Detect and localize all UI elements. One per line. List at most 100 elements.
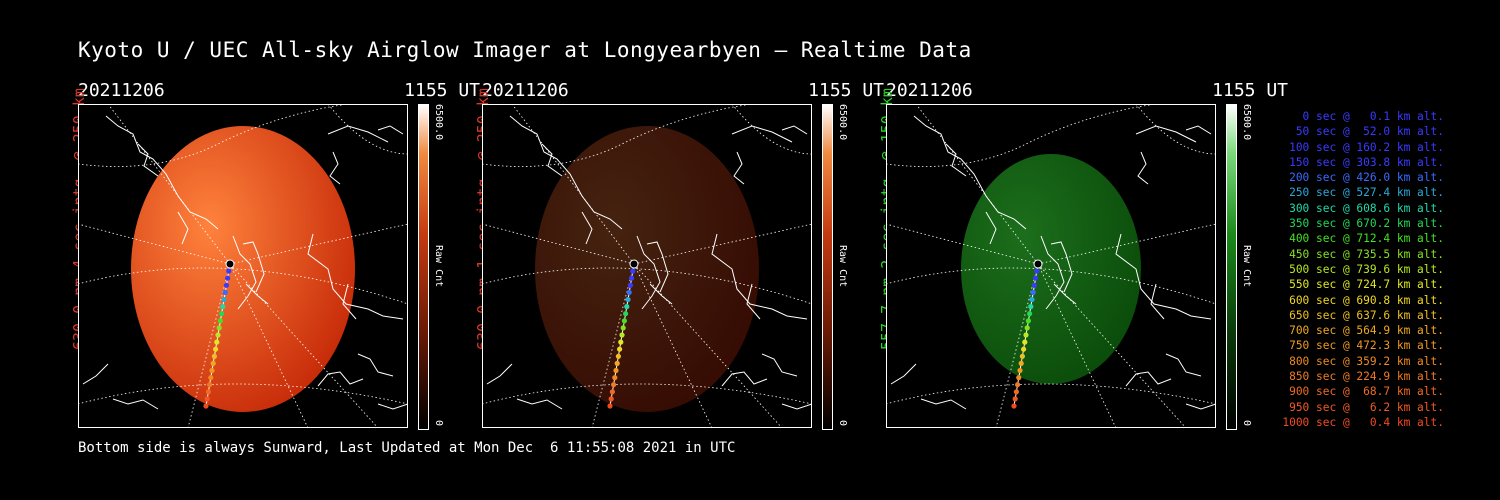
trajectory-point <box>1024 325 1030 331</box>
sky-image <box>131 126 355 412</box>
legend-row: 750 sec @ 472.3 km alt. <box>1289 339 1444 353</box>
trajectory-point <box>213 346 219 352</box>
trajectory-point <box>209 367 215 374</box>
trajectory-point <box>620 325 626 331</box>
colorbar-unit-label: Raw Cnt <box>433 245 444 288</box>
trajectory-point <box>1022 339 1028 345</box>
trajectory-point <box>215 332 221 338</box>
allsky-map <box>78 104 408 428</box>
trajectory-point <box>1018 360 1024 366</box>
panel-date: 20211206 <box>886 80 973 101</box>
legend-row: 50 sec @ 52.0 km alt. <box>1295 125 1444 139</box>
trajectory-point <box>217 318 223 324</box>
legend-row: 200 sec @ 426.0 km alt. <box>1289 171 1444 185</box>
trajectory-point <box>618 339 624 345</box>
legend-row: 550 sec @ 724.7 km alt. <box>1289 278 1444 292</box>
legend-row: 600 sec @ 690.8 km alt. <box>1289 293 1444 307</box>
trajectory-point <box>205 389 211 395</box>
trajectory-point <box>220 304 226 310</box>
panel-time: 1155 UT <box>1212 80 1288 101</box>
legend-row: 650 sec @ 637.6 km alt. <box>1289 308 1444 322</box>
colorbar-min-label: 0 <box>433 420 444 427</box>
trajectory-point <box>624 304 630 310</box>
colorbar-min-label: 0 <box>1241 420 1252 427</box>
legend-row: 850 sec @ 224.9 km alt. <box>1289 370 1444 384</box>
trajectory-point <box>1013 389 1019 395</box>
footer-note: Bottom side is always Sunward, Last Upda… <box>78 440 736 456</box>
legend-row: 250 sec @ 527.4 km alt. <box>1289 186 1444 200</box>
trajectory-point <box>1033 275 1039 281</box>
trajectory-point <box>1030 289 1036 295</box>
latlon-grid <box>886 104 1216 428</box>
coastline <box>890 115 1216 410</box>
trajectory-point <box>214 339 220 345</box>
legend-row: 300 sec @ 608.6 km alt. <box>1289 201 1444 215</box>
legend-row: 800 sec @ 359.2 km alt. <box>1289 354 1444 368</box>
trajectory-point <box>210 360 216 366</box>
legend-row: 0 sec @ 0.1 km alt. <box>1302 110 1444 123</box>
legend-row: 400 sec @ 712.4 km alt. <box>1289 232 1444 246</box>
trajectory-point <box>614 360 620 366</box>
trajectory-point <box>609 389 615 395</box>
trajectory-point <box>1019 353 1025 359</box>
trajectory-point <box>611 382 617 388</box>
legend-row: 500 sec @ 739.6 km alt. <box>1289 262 1444 276</box>
legend-row: 350 sec @ 670.2 km alt. <box>1289 217 1444 231</box>
coastline <box>486 115 812 410</box>
trajectory-point <box>607 403 613 409</box>
trajectory-point <box>627 282 633 288</box>
trajectory-point <box>221 296 227 303</box>
trajectory-point <box>225 259 235 269</box>
allsky-map <box>886 104 1216 428</box>
trajectory-point <box>623 311 629 317</box>
trajectory-point <box>1034 268 1040 274</box>
trajectory-point <box>208 375 214 381</box>
panel-630nm-4sec: 20211206 1155 UT 630.0 nm 4 sec intg. @ … <box>70 80 558 430</box>
rocket-trajectory-legend: 0 sec @ 0.1 km alt. 50 sec @ 52.0 km alt.… <box>1262 110 1444 431</box>
trajectory-point <box>1029 296 1035 303</box>
trajectory-point <box>1012 396 1018 402</box>
rocket-trajectory <box>203 259 235 409</box>
trajectory-point <box>211 353 217 359</box>
trajectory-point <box>1021 346 1027 352</box>
trajectory-point <box>619 332 625 338</box>
allsky-map <box>482 104 812 428</box>
trajectory-point <box>1025 318 1031 324</box>
trajectory-point <box>1027 311 1033 317</box>
panel-630nm-1sec: 20211206 1155 UT 630.0 nm 1 sec intg. @ … <box>474 80 962 430</box>
sky-image <box>535 126 759 412</box>
colorbar-min-label: 0 <box>837 420 848 427</box>
trajectory-point <box>1011 403 1017 409</box>
trajectory-point <box>1023 332 1029 338</box>
legend-row: 950 sec @ 6.2 km alt. <box>1289 400 1444 414</box>
legend-row: 900 sec @ 68.7 km alt. <box>1289 385 1444 399</box>
trajectory-point <box>204 396 210 402</box>
trajectory-point <box>625 296 631 303</box>
colorbar-unit-label: Raw Cnt <box>837 245 848 288</box>
trajectory-point <box>1015 382 1021 388</box>
trajectory-point <box>630 268 636 274</box>
trajectory-point <box>207 382 213 388</box>
rocket-trajectory <box>1011 259 1043 409</box>
colorbar-unit-label: Raw Cnt <box>1241 245 1252 288</box>
panel-557nm-2sec: 20211206 1155 UT 557.7 nm 2 sec intg. @ … <box>878 80 1366 430</box>
page-title: Kyoto U / UEC All-sky Airglow Imager at … <box>78 38 972 62</box>
coastline <box>82 115 408 410</box>
sky-image <box>961 154 1141 384</box>
trajectory-point <box>1028 304 1034 310</box>
colorbar-max-label: 6500.0 <box>837 104 848 141</box>
panel-time: 1155 UT <box>404 80 480 101</box>
latlon-grid <box>482 104 812 428</box>
panel-date: 20211206 <box>78 80 165 101</box>
colorbar <box>822 104 833 430</box>
panel-date: 20211206 <box>482 80 569 101</box>
trajectory-point <box>1016 375 1022 381</box>
colorbar <box>418 104 429 430</box>
trajectory-point <box>216 325 222 331</box>
trajectory-point <box>222 289 228 295</box>
trajectory-point <box>629 259 639 269</box>
trajectory-point <box>626 289 632 295</box>
trajectory-point <box>613 367 619 374</box>
trajectory-point <box>621 318 627 324</box>
colorbar <box>1226 104 1237 430</box>
